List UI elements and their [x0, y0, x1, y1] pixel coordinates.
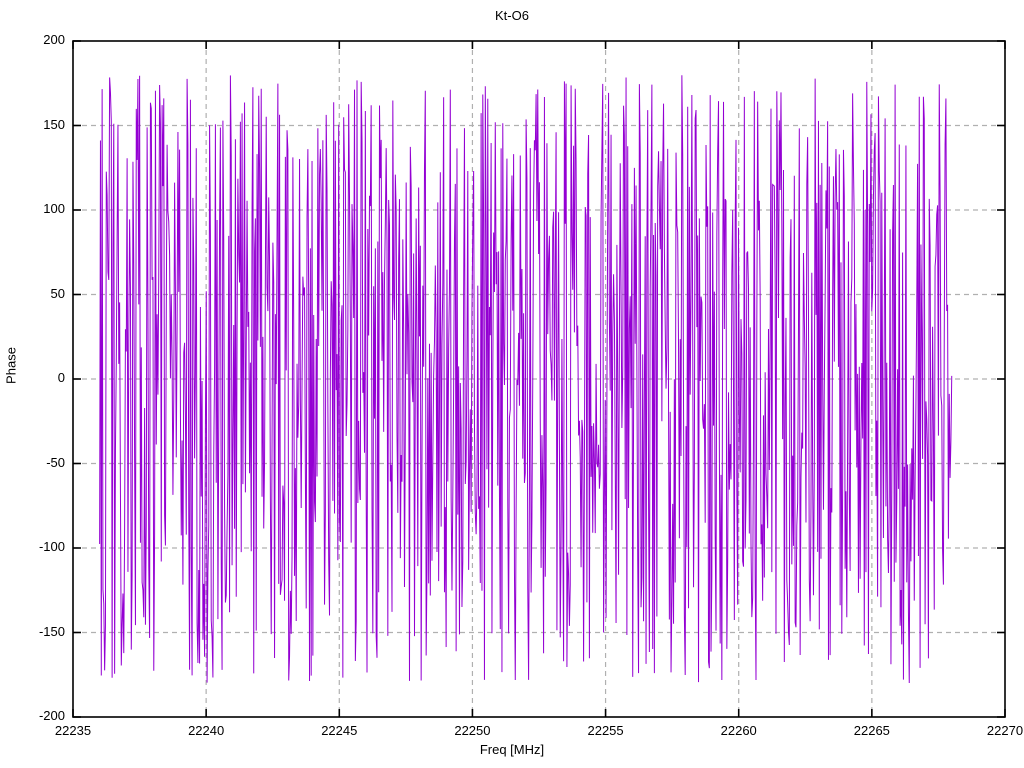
x-tick-label: 22265	[853, 723, 890, 738]
chart-title: Kt-O6	[495, 8, 529, 23]
x-axis-label: Freq [MHz]	[479, 742, 545, 757]
y-tick-label: -150	[38, 623, 65, 639]
y-tick-label: 0	[57, 370, 65, 385]
y-tick-label: -100	[38, 539, 65, 554]
y-tick-label: -200	[38, 708, 65, 723]
x-tick-label: 22270	[986, 723, 1024, 738]
x-tick-label: 22250	[454, 723, 491, 738]
plot-border	[72, 40, 1006, 718]
y-tick-label: 50	[50, 285, 65, 301]
phase-trace	[99, 75, 953, 684]
x-tick-label: 22260	[720, 723, 757, 738]
y-tick-label: 200	[43, 32, 65, 47]
x-tick-label: 22240	[188, 723, 225, 738]
x-tick-label: 22255	[587, 723, 624, 738]
y-tick-label: 100	[43, 201, 65, 216]
x-tick-label: 22245	[321, 723, 358, 738]
y-tick-label: -50	[46, 454, 65, 470]
y-tick-label: 150	[43, 116, 65, 132]
data-series-phase	[99, 75, 953, 684]
x-tick-label: 22235	[54, 723, 92, 738]
